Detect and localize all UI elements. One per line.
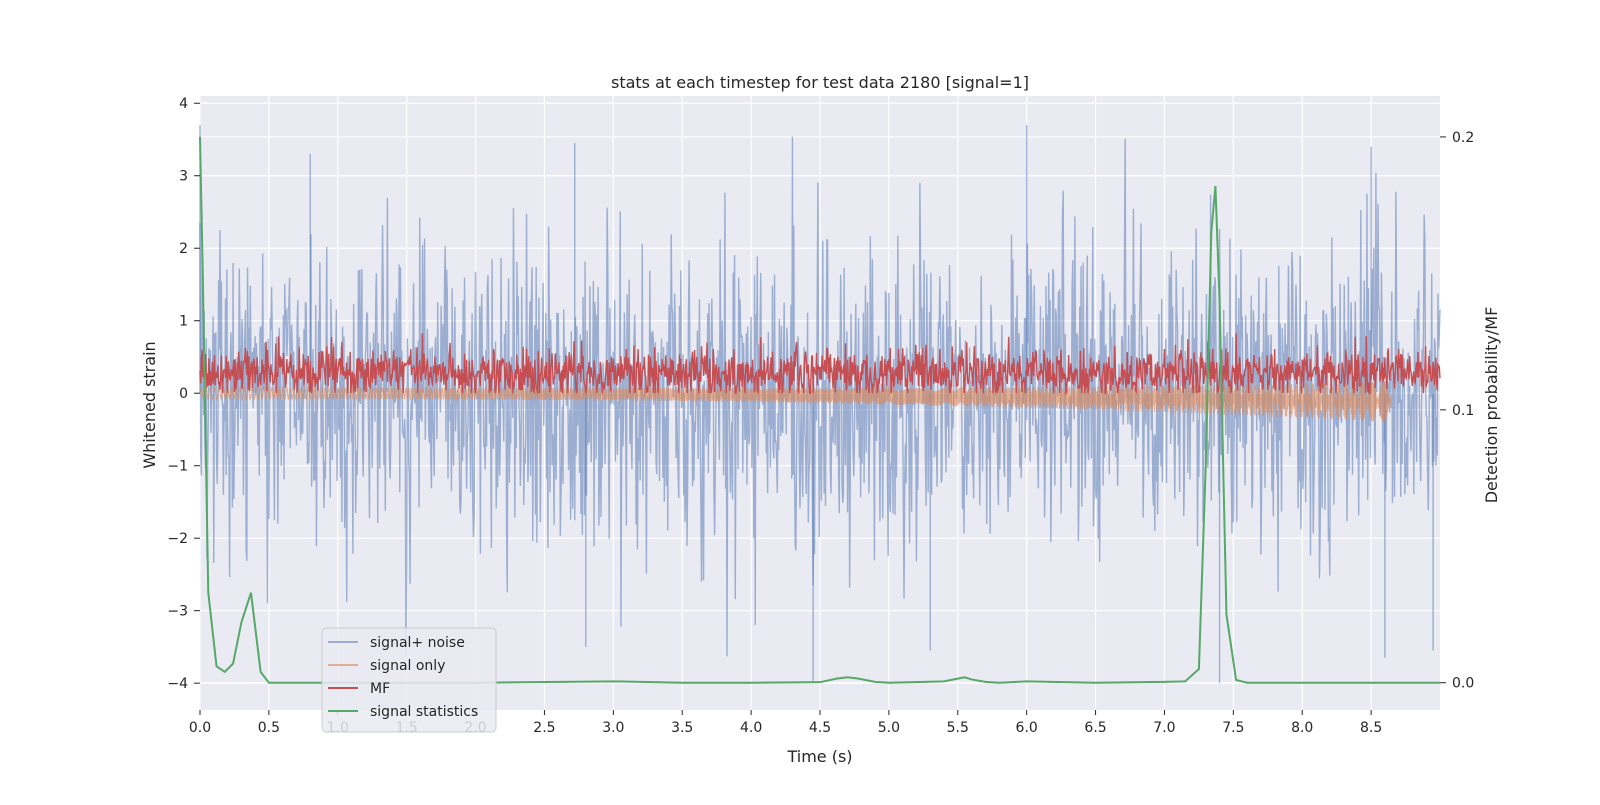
legend-label: signal statistics (370, 704, 478, 720)
x-axis-label: Time (s) (786, 747, 852, 766)
x-tick-label: 8.5 (1360, 720, 1382, 736)
series-layer (199, 124, 1441, 684)
legend-box (321, 627, 497, 733)
series-mf (199, 333, 1441, 396)
y-left-tick-label: 1 (179, 314, 188, 330)
x-tick-label: 3.0 (602, 720, 624, 736)
series-signal-only (199, 381, 1393, 422)
legend-label: MF (370, 681, 390, 697)
series-signal-noise (199, 136, 1441, 658)
left-y-axis-label: Whitened strain (140, 341, 159, 468)
series-signal-statistics (199, 136, 1440, 684)
y-left-tick-label: −3 (167, 604, 188, 620)
y-left-tick-label: −4 (167, 676, 188, 692)
legend: signal+ noise signal only MF signal statist… (321, 627, 497, 733)
legend-label: signal+ noise (370, 635, 465, 651)
x-tick-label: 6.5 (1084, 720, 1106, 736)
x-tick-label: 6.0 (1016, 720, 1038, 736)
grid (199, 96, 1440, 710)
x-tick-label: 0.0 (189, 720, 211, 736)
legend-label: signal only (370, 658, 445, 674)
x-tick-label: 0.5 (258, 720, 280, 736)
right-y-axis-label: Detection probability/MF (1482, 307, 1501, 504)
y-left-tick-label: −1 (167, 459, 188, 475)
x-tick-label: 3.5 (671, 720, 693, 736)
x-tick-label: 5.5 (947, 720, 969, 736)
chart-title: stats at each timestep for test data 218… (611, 73, 1029, 92)
y-left-tick-label: 4 (179, 96, 188, 112)
x-tick-label: 8.0 (1291, 720, 1313, 736)
y-left-tick-label: −2 (167, 531, 188, 547)
x-tick-label: 7.0 (1153, 720, 1175, 736)
x-tick-label: 7.5 (1222, 720, 1244, 736)
y-right-tick-label: 0.1 (1452, 403, 1474, 419)
left-y-axis-ticks: 4 3 2 1 0 −1 −2 −3 −4 (167, 96, 200, 692)
x-tick-label: 2.5 (533, 720, 555, 736)
right-y-axis-ticks: 0.2 0.1 0.0 (1440, 130, 1474, 692)
y-right-tick-label: 0.2 (1452, 130, 1474, 146)
y-left-tick-label: 3 (179, 169, 188, 185)
y-left-tick-label: 2 (179, 241, 188, 257)
x-tick-label: 4.0 (740, 720, 762, 736)
x-tick-label: 5.0 (878, 720, 900, 736)
y-right-tick-label: 0.0 (1452, 676, 1474, 692)
x-tick-label: 4.5 (809, 720, 831, 736)
y-left-tick-label: 0 (179, 386, 188, 402)
